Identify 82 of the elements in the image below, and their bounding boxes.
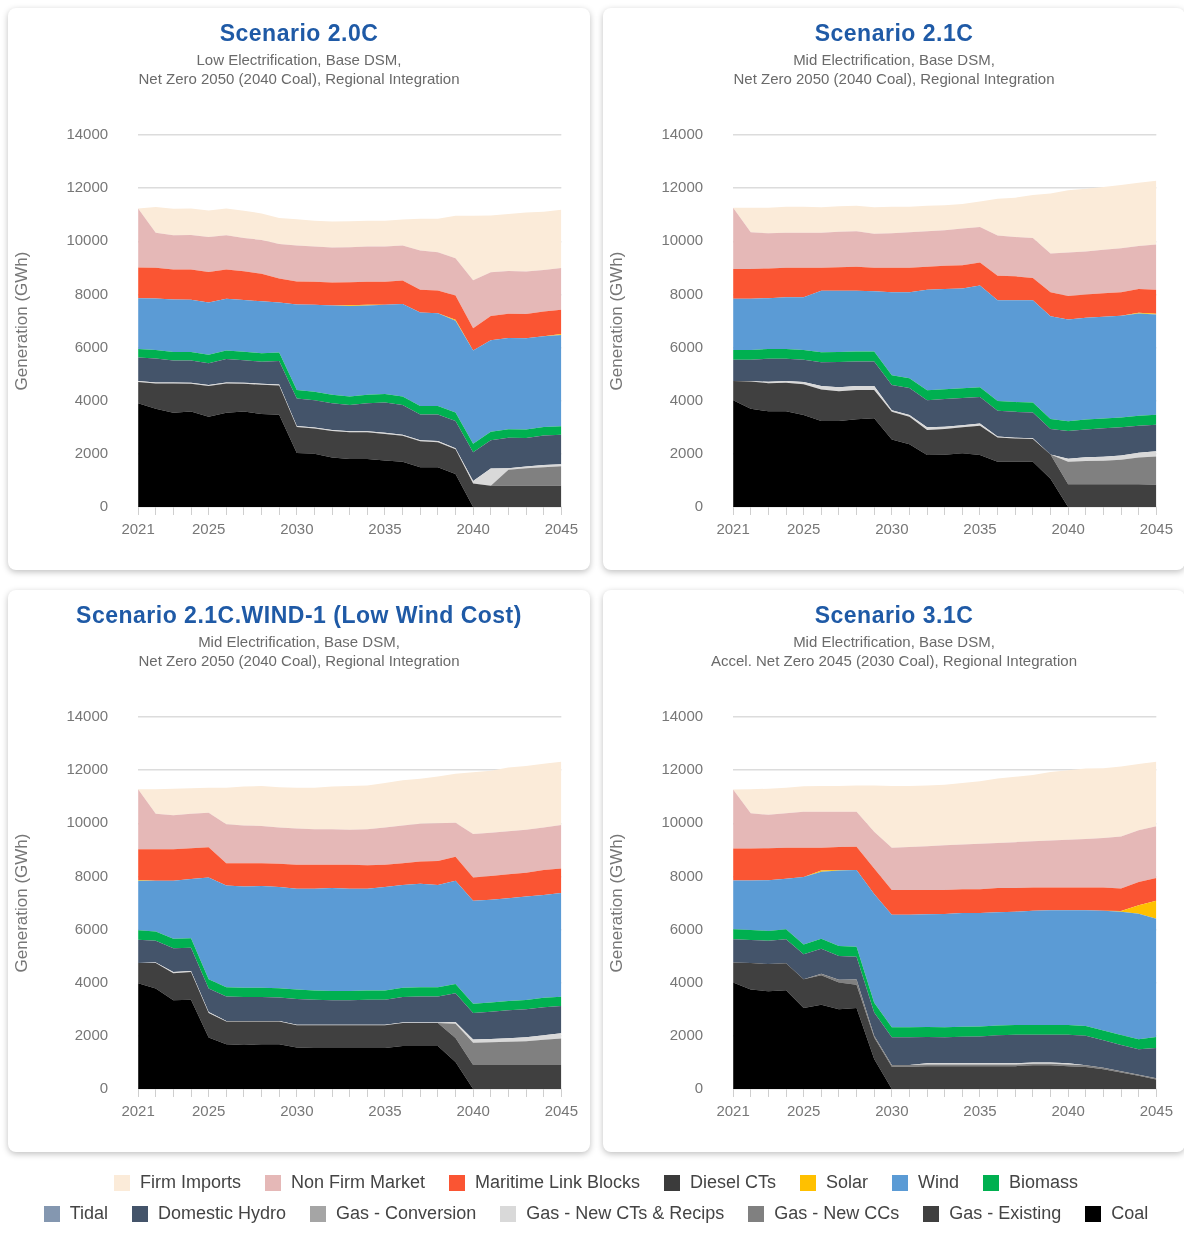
y-tick-label: 0: [694, 1079, 704, 1097]
y-tick-label: 2000: [74, 1026, 109, 1043]
y-tick-label: 12000: [66, 760, 109, 778]
chart-title: Scenario 2.1C.WIND-1 (Low Wind Cost): [75, 602, 523, 629]
x-tick-label: 2025: [786, 1102, 821, 1120]
x-tick-label: 2035: [963, 520, 997, 538]
y-axis-title: Generation (GWh): [606, 251, 626, 391]
x-tick-label: 2040: [456, 1102, 490, 1120]
y-tick-label: 6000: [669, 919, 704, 937]
legend-label: Gas - Conversion: [336, 1203, 477, 1224]
chart-title: Scenario 2.0C: [218, 20, 380, 47]
legend-label: Gas - New CTs & Recips: [526, 1203, 725, 1224]
x-tick-label: 2030: [280, 1102, 314, 1120]
y-tick-label: 2000: [669, 444, 704, 461]
y-axis-title: Generation (GWh): [606, 833, 626, 973]
legend-label: Wind: [918, 1172, 960, 1193]
y-tick-label: 8000: [74, 284, 109, 302]
x-tick-label: 2045: [544, 1102, 578, 1120]
x-tick-label: 2035: [368, 520, 402, 538]
chart-subtitle: Mid Electrification, Base DSM, Net Zero 2050 (2040 Coal), Regional Integration: [732, 50, 1056, 88]
y-tick-label: 10000: [66, 231, 109, 249]
legend-label: Biomass: [1009, 1172, 1079, 1193]
y-tick-label: 14000: [661, 125, 704, 143]
y-tick-label: 6000: [74, 919, 109, 937]
x-tick-label: 2025: [191, 1102, 226, 1120]
legend-label: Diesel CTs: [689, 1172, 776, 1193]
legend-label: Gas - New CCs: [774, 1203, 900, 1224]
y-tick-label: 4000: [74, 390, 109, 408]
y-tick-label: 4000: [669, 390, 704, 408]
y-tick-label: 0: [99, 1079, 109, 1097]
x-tick-label: 2025: [191, 520, 226, 538]
x-tick-label: 2035: [368, 1102, 402, 1120]
legend-label: Domestic Hydro: [158, 1203, 287, 1224]
y-tick-label: 6000: [74, 337, 109, 355]
x-tick-label: 2035: [963, 1102, 997, 1120]
x-tick-label: 2030: [280, 520, 314, 538]
y-tick-label: 0: [99, 497, 109, 515]
x-tick-label: 2045: [1139, 520, 1173, 538]
y-tick-label: 4000: [74, 972, 109, 990]
y-tick-label: 10000: [661, 231, 704, 249]
x-tick-label: 2021: [716, 1102, 750, 1120]
y-tick-label: 14000: [66, 707, 109, 725]
x-tick-label: 2040: [1051, 520, 1085, 538]
x-tick-label: 2045: [1139, 1102, 1173, 1120]
y-tick-label: 14000: [661, 707, 704, 725]
legend-label: Tidal: [69, 1203, 109, 1224]
x-tick-label: 2040: [1051, 1102, 1085, 1120]
chart-subtitle: Mid Electrification, Base DSM, Net Zero 2050 (2040 Coal), Regional Integration: [137, 632, 461, 670]
chart-subtitle: Mid Electrification, Base DSM, Accel. Net Zero 2045 (2030 Coal), Regional Integration: [709, 632, 1078, 670]
y-tick-label: 0: [694, 497, 704, 515]
legend-label: Coal: [1111, 1203, 1149, 1224]
legend-label: Firm Imports: [139, 1172, 241, 1193]
y-tick-label: 2000: [74, 444, 109, 461]
y-tick-label: 14000: [66, 125, 109, 143]
y-tick-label: 2000: [669, 1026, 704, 1043]
x-tick-label: 2030: [875, 520, 909, 538]
y-tick-label: 10000: [66, 813, 109, 831]
legend-label: Solar: [826, 1172, 869, 1193]
chart-subtitle: Low Electrification, Base DSM, Net Zero 2050 (2040 Coal), Regional Integration: [137, 50, 461, 88]
x-tick-label: 2025: [786, 520, 821, 538]
x-tick-label: 2045: [544, 520, 578, 538]
x-tick-label: 2021: [121, 520, 155, 538]
y-axis-title: Generation (GWh): [11, 833, 31, 973]
chart-title: Scenario 2.1C: [813, 20, 975, 47]
x-tick-label: 2030: [875, 1102, 909, 1120]
x-tick-label: 2040: [456, 520, 490, 538]
legend-label: Maritime Link Blocks: [474, 1172, 640, 1193]
y-tick-label: 12000: [661, 178, 704, 196]
y-axis-title: Generation (GWh): [11, 251, 31, 391]
legend-label: Gas - Existing: [949, 1203, 1062, 1224]
y-tick-label: 10000: [661, 813, 704, 831]
y-tick-label: 4000: [669, 972, 704, 990]
legend-label: Non Firm Market: [290, 1172, 425, 1193]
y-tick-label: 8000: [74, 866, 109, 884]
x-tick-label: 2021: [121, 1102, 155, 1120]
y-tick-label: 6000: [669, 337, 704, 355]
x-tick-label: 2021: [716, 520, 750, 538]
y-tick-label: 8000: [669, 284, 704, 302]
y-tick-label: 12000: [661, 760, 704, 778]
chart-title: Scenario 3.1C: [813, 602, 975, 629]
y-tick-label: 8000: [669, 866, 704, 884]
y-tick-label: 12000: [66, 178, 109, 196]
